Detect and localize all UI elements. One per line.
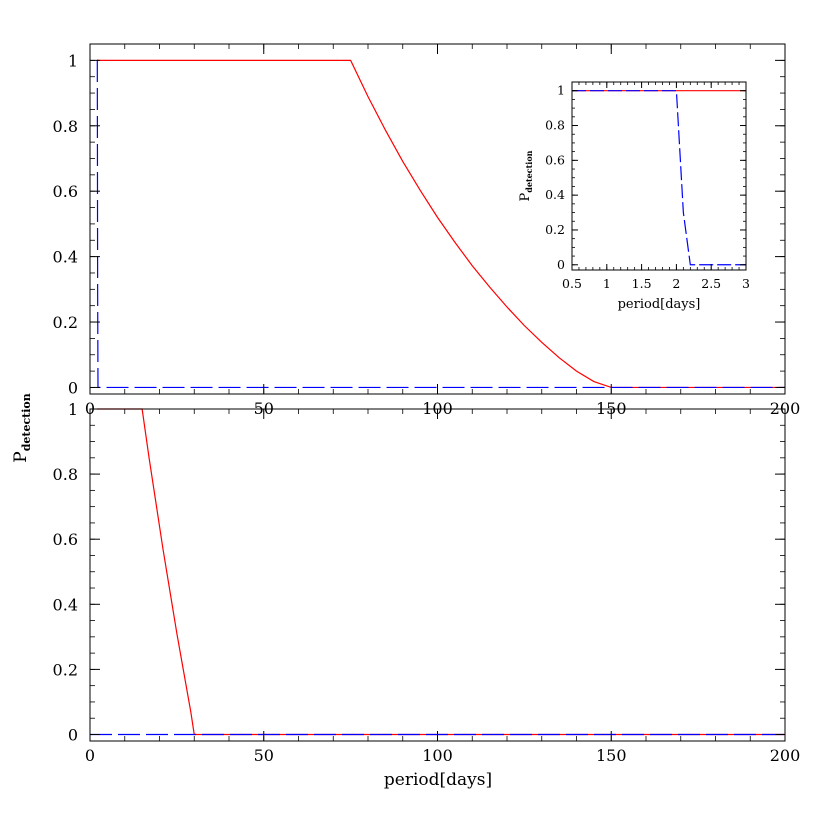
y-axis-label: Pdetection — [11, 393, 33, 463]
inset-y-tick-label: 1 — [557, 83, 565, 98]
top-y-tick-label: 0.4 — [53, 248, 78, 267]
inset-background — [572, 82, 746, 270]
bottom-plot-frame — [89, 408, 786, 742]
bottom-y-tick-label: 0.8 — [53, 465, 78, 484]
bottom-y-tick-label: 0.4 — [53, 595, 78, 614]
inset-x-tick-label: 1.5 — [632, 276, 652, 291]
inset-x-tick-label: 2.5 — [701, 276, 721, 291]
bottom-x-tick-label: 150 — [596, 746, 627, 765]
bottom-x-tick-label: 50 — [254, 746, 274, 765]
inset-x-tick-label: 0.5 — [562, 276, 582, 291]
y-axis-label-subscript: detection — [20, 393, 33, 451]
top-y-tick-label: 0.6 — [53, 182, 78, 201]
bottom-y-tick-label: 0.2 — [53, 660, 78, 679]
x-axis-label: period[days] — [384, 770, 492, 790]
inset-y-axis-label-main: P — [518, 192, 533, 201]
top-y-tick-label: 0.8 — [53, 117, 78, 136]
bottom-panel: 0 50 100 150 200 0 0.2 0.4 0.6 0.8 1 — [53, 400, 801, 765]
top-y-tick-label: 1 — [68, 51, 78, 70]
inset-y-tick-label: 0.4 — [545, 187, 565, 202]
top-y-tick-label: 0 — [68, 378, 78, 397]
inset-x-tick-label: 3 — [742, 276, 750, 291]
top-y-tick-label: 0.2 — [53, 313, 78, 332]
inset-y-tick-label: 0.6 — [545, 152, 565, 167]
inset-y-tick-label: 0.2 — [545, 222, 565, 237]
inset-panel: 0.5 1 1.5 2 2.5 3 0 0.2 0.4 0.6 0.8 1 period[days] Pd… — [518, 81, 750, 312]
bottom-y-tick-label: 0 — [68, 725, 78, 744]
inset-plot-frame — [571, 81, 747, 271]
inset-x-tick-label: 1 — [603, 276, 611, 291]
y-axis-label-main: P — [11, 451, 31, 462]
inset-x-tick-label: 2 — [672, 276, 680, 291]
bottom-x-tick-label: 100 — [422, 746, 453, 765]
inset-y-axis-label-subscript: detection — [524, 150, 534, 192]
inset-x-axis-label: period[days] — [618, 297, 701, 312]
bottom-x-tick-label: 200 — [770, 746, 801, 765]
bottom-x-tick-label: 0 — [85, 746, 95, 765]
inset-y-axis-label: Pdetection — [518, 150, 534, 201]
inset-y-tick-label: 0.8 — [545, 118, 565, 133]
bottom-y-tick-label: 1 — [68, 400, 78, 419]
inset-series-dashed-line — [572, 90, 746, 266]
top-series-solid-line — [96, 59, 785, 389]
bottom-series-solid-line — [96, 408, 785, 736]
inset-y-tick-label: 0 — [557, 257, 565, 272]
bottom-y-tick-label: 0.6 — [53, 530, 78, 549]
